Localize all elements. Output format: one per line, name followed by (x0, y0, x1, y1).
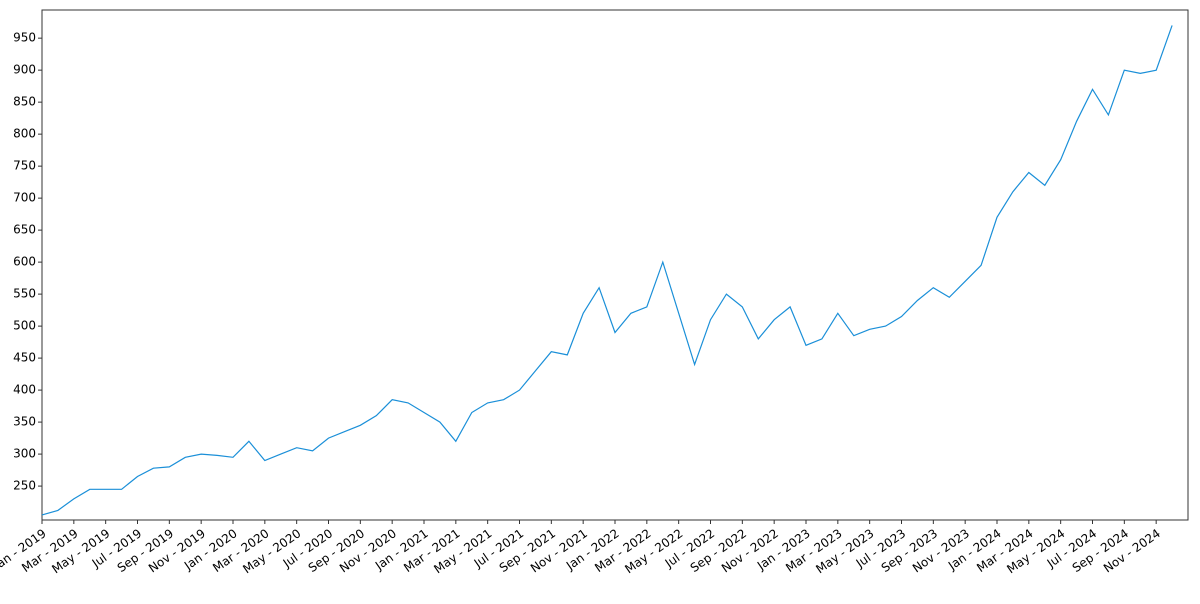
y-tick-label: 950 (13, 31, 36, 45)
y-tick-label: 750 (13, 159, 36, 173)
y-tick-label: 250 (13, 479, 36, 493)
y-tick-label: 600 (13, 255, 36, 269)
y-tick-label: 450 (13, 351, 36, 365)
plot-frame (41, 9, 1189, 521)
price-line (41, 25, 1173, 516)
y-tick-label: 900 (13, 63, 36, 77)
y-tick-label: 850 (13, 95, 36, 109)
y-tick-label: 500 (13, 319, 36, 333)
y-tick-label: 650 (13, 223, 36, 237)
y-tick-label: 700 (13, 191, 36, 205)
y-tick-label: 350 (13, 415, 36, 429)
y-tick-label: 300 (13, 447, 36, 461)
y-tick-label: 800 (13, 127, 36, 141)
y-tick-label: 550 (13, 287, 36, 301)
y-tick-label: 400 (13, 383, 36, 397)
